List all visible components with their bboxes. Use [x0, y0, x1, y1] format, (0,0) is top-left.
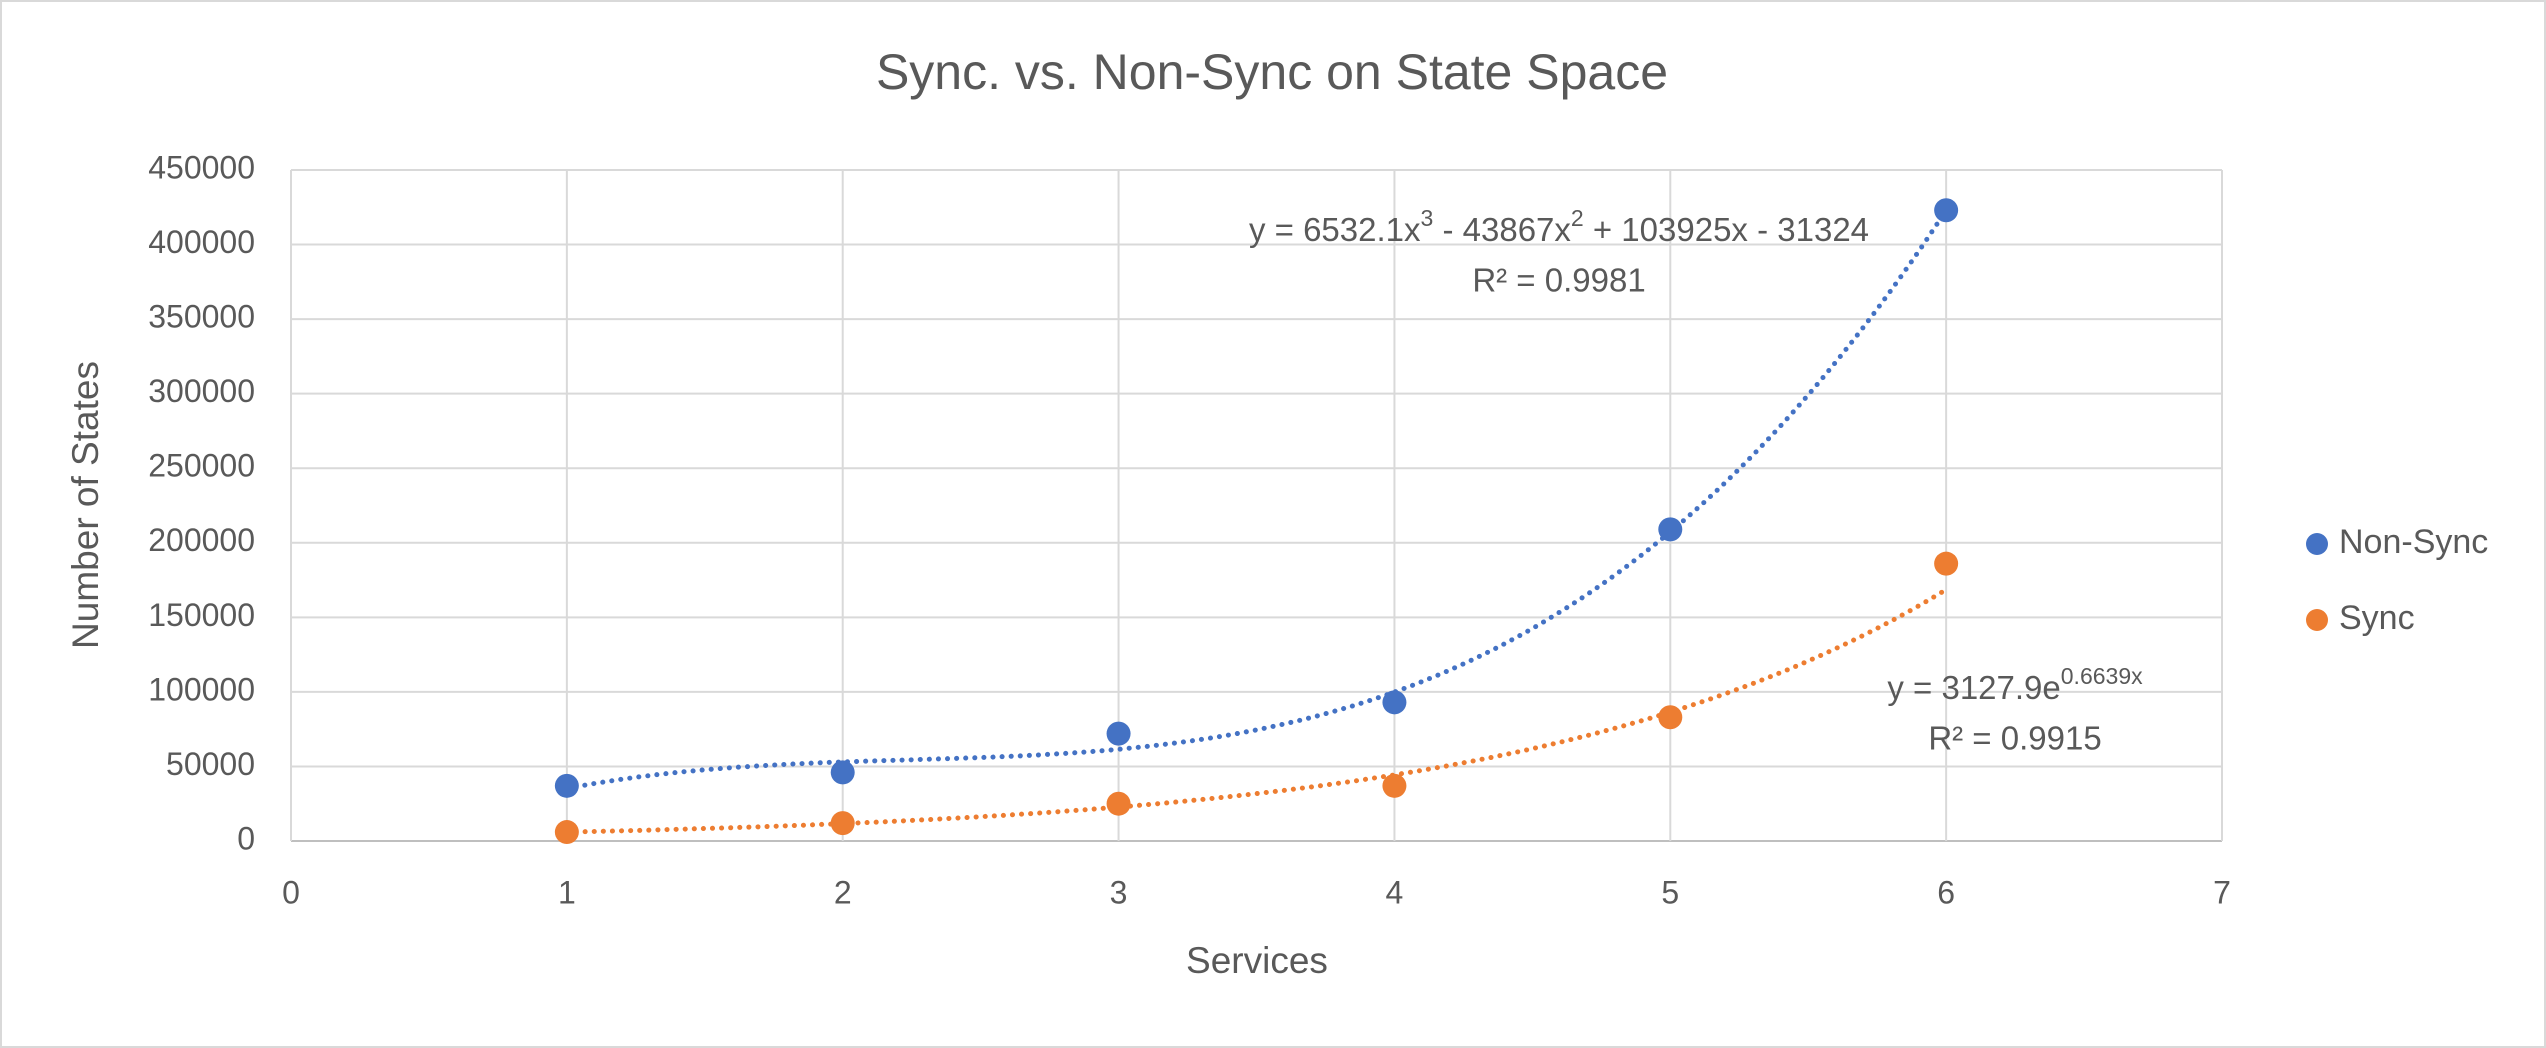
data-point — [554, 773, 579, 798]
equation-superscript: 3 — [1421, 205, 1434, 231]
y-tick-label: 150000 — [148, 597, 255, 633]
y-tick-label: 350000 — [148, 299, 255, 335]
trendline — [564, 207, 1949, 791]
data-point — [1658, 705, 1683, 730]
data-point — [1382, 690, 1407, 715]
equation-text: + 103925x - 31324 — [1584, 211, 1869, 248]
trendline — [564, 587, 1949, 835]
legend-label: Non-Sync — [2339, 523, 2488, 561]
chart-title: Sync. vs. Non-Sync on State Space — [876, 44, 1668, 100]
data-point — [1934, 551, 1959, 576]
trendline-r-squared: R² = 0.9981 — [1472, 262, 1645, 299]
data-point — [1934, 198, 1959, 223]
trendline-equation: y = 6532.1x3 - 43867x2 + 103925x - 31324 — [1249, 205, 1869, 248]
x-tick-label: 6 — [1937, 874, 1955, 910]
data-point — [1658, 517, 1683, 542]
x-tick-label: 5 — [1661, 874, 1679, 910]
x-tick-label: 4 — [1386, 874, 1404, 910]
x-tick-label: 3 — [1110, 874, 1128, 910]
y-axis-title: Number of States — [65, 361, 106, 649]
data-point — [830, 811, 855, 836]
equation-superscript: 2 — [1571, 205, 1584, 231]
y-tick-label: 50000 — [166, 746, 255, 782]
equation-superscript: 0.6639x — [2061, 663, 2143, 689]
data-point — [1106, 721, 1131, 746]
data-point — [554, 820, 579, 845]
y-tick-label: 400000 — [148, 224, 255, 260]
legend-marker — [2306, 533, 2328, 555]
y-tick-label: 250000 — [148, 448, 255, 484]
y-tick-label: 200000 — [148, 522, 255, 558]
equation-text: y = 6532.1x — [1249, 211, 1421, 248]
y-tick-label: 450000 — [148, 149, 255, 185]
legend-marker — [2306, 609, 2328, 631]
x-axis-title: Services — [1186, 940, 1328, 981]
trendline-equation: y = 3127.9e0.6639x — [1887, 663, 2143, 706]
x-tick-label: 1 — [558, 874, 576, 910]
y-tick-label: 300000 — [148, 373, 255, 409]
data-point — [830, 760, 855, 785]
trendline-r-squared: R² = 0.9915 — [1928, 720, 2101, 757]
data-point — [1106, 791, 1131, 816]
equation-text: y = 3127.9e — [1887, 669, 2060, 706]
equation-text: - 43867x — [1433, 211, 1571, 248]
legend-label: Sync — [2339, 599, 2415, 637]
x-tick-label: 0 — [282, 874, 300, 910]
x-tick-label: 7 — [2213, 874, 2231, 910]
x-tick-label: 2 — [834, 874, 852, 910]
y-tick-label: 0 — [237, 820, 255, 856]
data-point — [1382, 773, 1407, 798]
y-tick-label: 100000 — [148, 671, 255, 707]
